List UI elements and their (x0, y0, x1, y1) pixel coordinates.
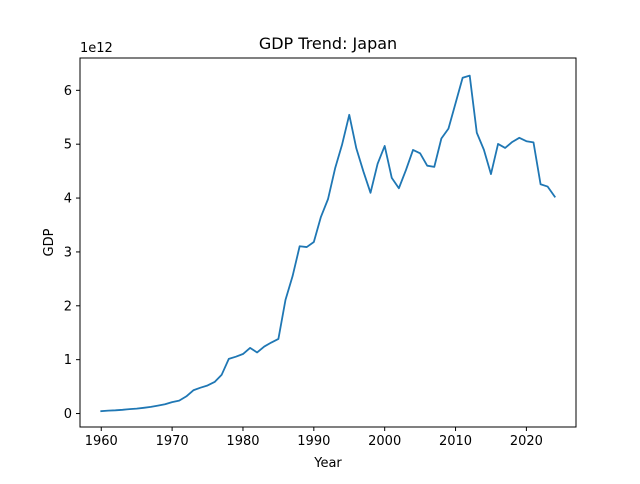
x-tick-label: 2000 (368, 434, 401, 449)
x-axis-label: Year (313, 456, 342, 471)
x-axis-ticks: 1960 1970 1980 1990 2000 2010 2020 (85, 427, 543, 449)
y-tick-label: 3 (64, 245, 72, 260)
chart-title: GDP Trend: Japan (259, 34, 397, 53)
y-tick-label: 1 (64, 353, 72, 368)
axes-frame (79, 57, 577, 428)
x-tick-label: 1990 (297, 434, 330, 449)
y-axis-ticks: 0 1 2 3 4 5 6 (64, 84, 80, 422)
y-axis-label: GDP (42, 228, 57, 256)
y-axis-offset-text: 1e12 (80, 41, 113, 56)
x-tick-label: 2010 (439, 434, 472, 449)
x-tick-label: 2020 (510, 434, 543, 449)
y-tick-label: 6 (64, 84, 72, 99)
x-tick-label: 1960 (85, 434, 118, 449)
y-tick-label: 2 (64, 299, 72, 314)
plot-area (80, 58, 576, 427)
x-tick-label: 1970 (156, 434, 189, 449)
y-tick-label: 4 (64, 192, 72, 207)
series-line (100, 74, 556, 413)
y-tick-label: 5 (64, 138, 72, 153)
plot-content (100, 74, 556, 413)
x-tick-label: 1980 (226, 434, 259, 449)
y-tick-label: 0 (64, 407, 72, 422)
